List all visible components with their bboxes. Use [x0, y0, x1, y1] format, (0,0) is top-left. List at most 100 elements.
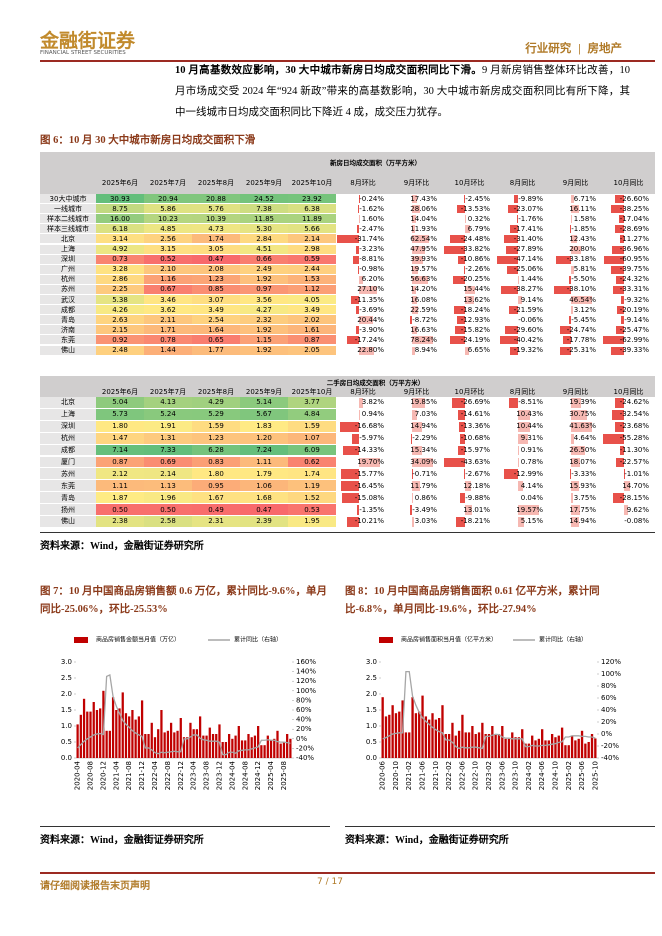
value-cell: 0.87 [288, 335, 336, 346]
value-cell: 8.75 [96, 204, 144, 215]
x-tick-label: 2023-02 [485, 761, 493, 790]
pct-bar [559, 326, 572, 335]
pct-cell: -2.45% [443, 194, 496, 205]
pct-bar [358, 457, 381, 468]
pct-cell: -5.97% [336, 433, 390, 445]
bar [128, 716, 131, 758]
pct-cell: 8.94% [390, 346, 443, 356]
pct-cell: -31.40% [496, 234, 549, 245]
pct-cell: 22.59% [390, 305, 443, 316]
pct-bar [412, 285, 417, 294]
value-cell: 0.92 [96, 335, 144, 346]
pct-cell: 20.80% [549, 245, 602, 255]
industry: 房地产 [587, 43, 623, 55]
pct-cell: -43.63% [443, 457, 496, 469]
chart: 商品房销售面积当月值（亿平方米） 累计同比（右轴） 0.0 0.5 1.0 1.5 2.0 2… [366, 636, 622, 791]
bar [381, 697, 384, 758]
value-cell: 2.10 [144, 264, 192, 275]
paragraph-body: 9 月新房销售整体环比改善，10 月市场成交受 2024 年“924 新政”带来… [175, 65, 631, 118]
value-cell: 11.89 [288, 214, 336, 225]
value-cell: 2.39 [240, 516, 288, 528]
pct-cell: -2.26% [443, 265, 496, 275]
pct-bar [518, 457, 520, 468]
row-label: 杭州 [40, 432, 96, 445]
pct-cell: -1.85% [549, 224, 602, 235]
row-label: 佛山 [40, 345, 96, 356]
bar [186, 737, 189, 758]
x-tick-label: 2024-10 [551, 761, 559, 790]
x-tick-label: 2020-10 [392, 761, 400, 790]
pct-bar [621, 296, 625, 305]
y2-tick-label: 140% [296, 668, 316, 676]
pct-cell: -36.96% [602, 245, 655, 255]
logo: 金融街证券 [40, 31, 136, 52]
pct-bar [412, 346, 415, 355]
pct-cell: -23.68% [602, 421, 655, 433]
pct-cell: -25.47% [602, 325, 655, 336]
value-cell: 0.52 [144, 254, 192, 265]
value-cell: 24.52 [240, 194, 288, 205]
pct-cell: -1.01% [602, 468, 655, 481]
value-cell: 1.11 [240, 456, 288, 469]
pct-cell: -15.77% [336, 468, 390, 481]
pct-bar [611, 346, 625, 355]
pct-cell: -62.99% [602, 335, 655, 346]
paragraph-lead: 10 月高基数效应影响，30 大中城市新房日均成交面积同比下滑。 [175, 65, 483, 76]
column-header: 8月同比 [509, 388, 536, 396]
column-header: 10月环比 [454, 179, 485, 187]
pct-bar [620, 235, 625, 244]
pct-bar [457, 445, 466, 456]
value-cell: 0.59 [288, 254, 336, 265]
pct-cell: 6.20% [336, 275, 390, 285]
value-cell: 4.05 [288, 295, 336, 306]
bar [105, 730, 108, 758]
pct-bar [611, 205, 625, 214]
pct-cell: -3.49% [390, 504, 443, 516]
y-tick-label: 0.5 [61, 738, 72, 746]
bar [195, 729, 199, 758]
value-cell: 5.76 [192, 204, 240, 215]
y2-tick-label: 40% [296, 716, 312, 724]
bar [273, 738, 276, 758]
header-rule [40, 60, 655, 62]
y-tick-label: 0.5 [366, 738, 377, 746]
pct-bar [571, 517, 579, 527]
pct-bar [456, 205, 466, 214]
figure-title: 图 6：10 月 30 大中城市新房日均成交面积下滑 [40, 135, 256, 146]
value-cell: 2.56 [144, 234, 192, 245]
pct-cell: 18.07% [549, 457, 602, 469]
bar [590, 734, 594, 758]
pct-bar [412, 255, 424, 264]
pct-bar [508, 306, 519, 315]
pct-bar [412, 326, 417, 335]
pct-bar [444, 457, 466, 468]
bar [481, 722, 484, 758]
bar [124, 713, 128, 758]
pct-cell: 11.93% [390, 224, 443, 235]
pct-bar [518, 275, 519, 284]
value-cell: 5.73 [96, 408, 144, 421]
bar [418, 711, 421, 758]
pct-cell: 19.85% [390, 397, 443, 409]
value-cell: 1.31 [144, 432, 192, 445]
pct-bar [571, 398, 582, 408]
value-cell: 2.02 [288, 315, 336, 326]
pct-cell: -10.86% [443, 255, 496, 265]
pct-bar [412, 398, 425, 408]
bar [82, 698, 86, 758]
pct-cell: 10.43% [496, 409, 549, 421]
bar [467, 732, 471, 758]
bar [179, 718, 182, 758]
bar [182, 737, 186, 758]
column-header: 2025年9月 [245, 388, 283, 396]
column-header: 2025年6月 [101, 388, 139, 396]
pct-cell: -17.41% [496, 224, 549, 235]
bar [260, 745, 263, 758]
pct-cell: 15.93% [549, 480, 602, 493]
value-cell: 0.83 [192, 456, 240, 469]
bar [163, 732, 166, 758]
bar [444, 734, 447, 758]
pct-cell: -23.07% [496, 204, 549, 215]
row-label: 苏州 [40, 284, 96, 295]
pct-cell: -12.93% [443, 315, 496, 326]
